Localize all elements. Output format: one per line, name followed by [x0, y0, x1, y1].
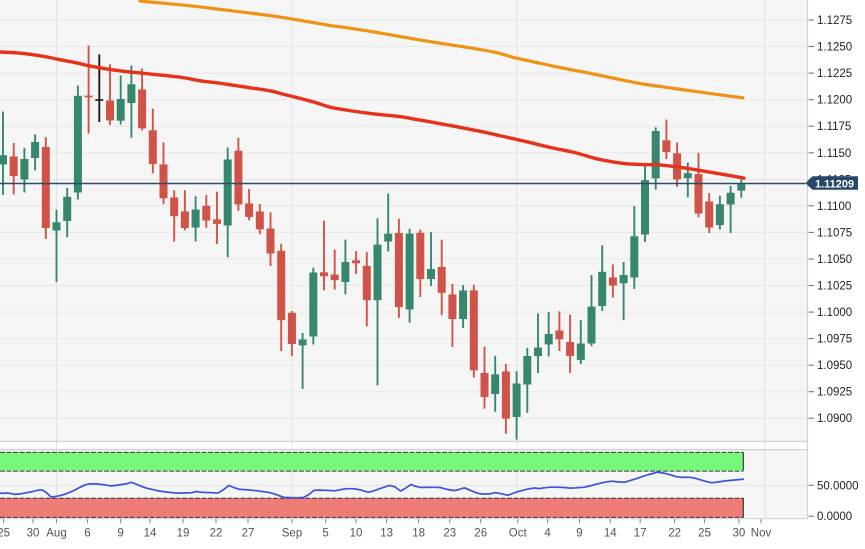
svg-text:1.1025: 1.1025 [817, 281, 852, 293]
svg-text:22: 22 [210, 528, 223, 540]
svg-text:1.1250: 1.1250 [817, 42, 852, 54]
svg-text:17: 17 [634, 528, 647, 540]
svg-text:9: 9 [576, 528, 582, 540]
svg-text:18: 18 [412, 528, 425, 540]
svg-text:13: 13 [380, 528, 393, 540]
svg-text:1.1200: 1.1200 [817, 95, 852, 107]
svg-text:1.1225: 1.1225 [817, 68, 852, 80]
svg-text:1.0950: 1.0950 [817, 360, 852, 372]
svg-text:6: 6 [84, 528, 90, 540]
svg-text:27: 27 [242, 528, 255, 540]
svg-text:1.1150: 1.1150 [817, 148, 851, 160]
svg-text:1.1275: 1.1275 [817, 15, 852, 27]
svg-text:1.1100: 1.1100 [817, 201, 851, 213]
svg-text:26: 26 [474, 528, 487, 540]
svg-text:Sep: Sep [282, 528, 302, 540]
svg-text:4: 4 [544, 528, 551, 540]
svg-text:5: 5 [322, 528, 328, 540]
svg-text:14: 14 [604, 528, 617, 540]
svg-text:23: 23 [443, 528, 456, 540]
svg-text:Nov: Nov [751, 528, 772, 540]
svg-text:9: 9 [117, 528, 123, 540]
svg-text:Aug: Aug [46, 528, 66, 540]
svg-text:1.1075: 1.1075 [817, 227, 852, 239]
svg-text:1.0975: 1.0975 [817, 334, 852, 346]
svg-text:1.0925: 1.0925 [817, 387, 852, 399]
svg-text:25: 25 [698, 528, 711, 540]
svg-text:0.0000: 0.0000 [817, 511, 852, 523]
svg-text:1.1175: 1.1175 [817, 121, 851, 133]
svg-text:1.1050: 1.1050 [817, 254, 852, 266]
svg-text:22: 22 [668, 528, 681, 540]
svg-text:50.0000: 50.0000 [817, 480, 859, 492]
svg-text:1.1000: 1.1000 [817, 307, 852, 319]
svg-text:25: 25 [0, 528, 10, 540]
svg-text:10: 10 [350, 528, 363, 540]
svg-text:1.0900: 1.0900 [817, 413, 852, 425]
svg-text:1.11209: 1.11209 [815, 178, 854, 190]
svg-text:19: 19 [177, 528, 190, 540]
svg-text:14: 14 [144, 528, 157, 540]
svg-text:30: 30 [27, 528, 40, 540]
svg-text:30: 30 [733, 528, 746, 540]
svg-text:Oct: Oct [509, 528, 528, 540]
